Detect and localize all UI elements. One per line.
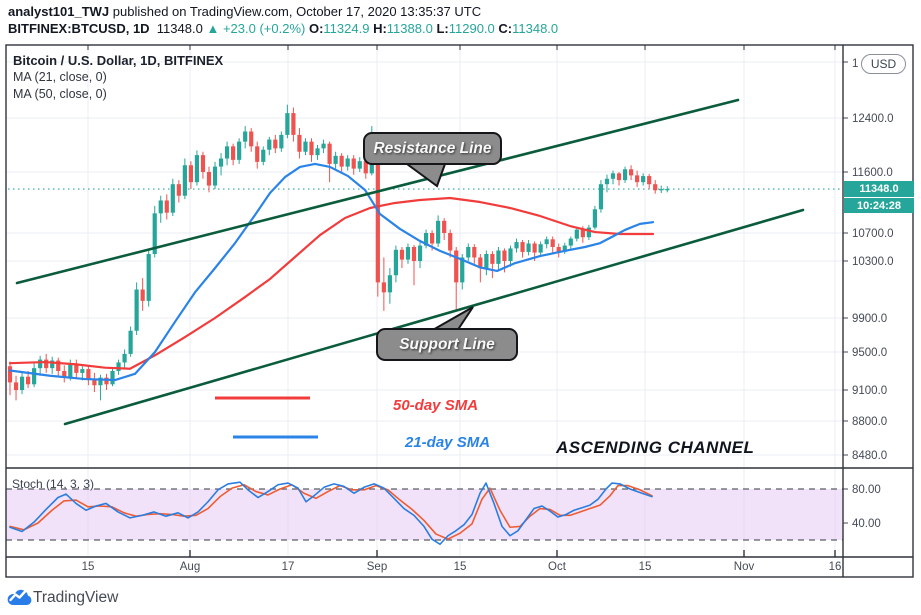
close-value: 11348.0 [512, 21, 559, 36]
low-label: L: [436, 21, 449, 36]
low-value: 11290.0 [448, 21, 495, 36]
svg-text:16: 16 [829, 561, 842, 573]
currency-label: USD [870, 57, 897, 71]
price-axis: 12400.0 11600.0 10700.0 10300.0 9900.0 9500.0… [843, 61, 894, 530]
sma21-label: 21-day SMA [405, 434, 491, 451]
legend-title: Bitcoin / U.S. Dollar, 1D, BITFINEX [13, 53, 224, 68]
svg-text:11600.0: 11600.0 [852, 167, 893, 179]
time-axis: 15 Aug 17 Sep 15 Oct 15 Nov 16 [82, 45, 842, 573]
price-change: +23.0 (+0.2%) [222, 21, 306, 36]
svg-text:9900.0: 9900.0 [852, 313, 887, 325]
svg-text:8800.0: 8800.0 [852, 416, 887, 428]
ma50-line [8, 196, 655, 370]
svg-text:9100.0: 9100.0 [852, 385, 887, 397]
high-value: 11388.0 [386, 21, 433, 36]
stoch-indicator-label: Stoch (14, 3, 3) [12, 477, 95, 491]
last-price: 11348.0 [156, 21, 203, 36]
ma21-line [8, 162, 655, 382]
open-label: O: [308, 21, 324, 36]
stoch-d-line [9, 483, 653, 540]
svg-text:80.00: 80.00 [852, 484, 881, 496]
high-label: H: [373, 21, 387, 36]
grid-layer [6, 45, 843, 557]
svg-text:10700.0: 10700.0 [852, 228, 894, 240]
resistance-callout-text: Resistance Line [373, 139, 492, 157]
svg-text:Sep: Sep [367, 561, 387, 573]
svg-text:Oct: Oct [548, 561, 567, 573]
support-callout-text: Support Line [399, 335, 495, 353]
support-line-callout: Support Line [376, 328, 518, 361]
close-label: C: [498, 21, 513, 36]
legend-ma21: MA (21, close, 0) [13, 70, 107, 84]
current-price-badge: 11348.0 [844, 181, 914, 198]
ascending-channel-label: ASCENDING CHANNEL [556, 438, 755, 457]
chart-overlay [5, 44, 914, 578]
open-value: 11324.9 [323, 21, 370, 36]
svg-text:15: 15 [454, 561, 467, 573]
chart-legend: Bitcoin / U.S. Dollar, 1D, BITFINEX MA (… [13, 52, 223, 103]
author-name: analyst101_TWJ [8, 4, 110, 19]
chart-frame-border [5, 44, 914, 578]
countdown-timer-badge: 10:24:28 [844, 197, 914, 214]
byline-text: published on TradingView.com, October 17… [109, 4, 482, 19]
sma50-label: 50-day SMA [393, 397, 479, 414]
svg-text:15: 15 [82, 561, 95, 573]
tradingview-logo-icon[interactable] [6, 585, 32, 609]
up-arrow-icon: ▲ [206, 21, 220, 36]
svg-text:10300.0: 10300.0 [852, 256, 894, 268]
currency-toggle[interactable]: USD [861, 54, 906, 74]
symbol-label: BITFINEX:BTCUSD, 1D [8, 21, 150, 36]
svg-text:40.00: 40.00 [852, 518, 881, 530]
byline: analyst101_TWJ published on TradingView.… [8, 4, 481, 19]
stoch-k-line [9, 481, 653, 546]
resistance-trendline[interactable] [15, 98, 740, 285]
support-trendline[interactable] [63, 208, 805, 426]
svg-text:Nov: Nov [734, 561, 755, 573]
symbol-ohlc-row: BITFINEX:BTCUSD, 1D 11348.0 ▲ +23.0 (+0.… [8, 21, 558, 36]
clipped-price-label: 1 [852, 58, 859, 70]
resistance-line-callout: Resistance Line [363, 132, 502, 165]
candles-layer [7, 104, 670, 401]
tradingview-brand[interactable]: TradingView [33, 589, 119, 606]
svg-text:8480.0: 8480.0 [852, 450, 887, 462]
svg-text:15: 15 [639, 561, 652, 573]
svg-text:9500.0: 9500.0 [852, 347, 887, 359]
svg-text:17: 17 [282, 561, 295, 573]
legend-ma50: MA (50, close, 0) [13, 87, 107, 101]
svg-text:Aug: Aug [180, 561, 200, 573]
svg-text:12400.0: 12400.0 [852, 113, 894, 125]
